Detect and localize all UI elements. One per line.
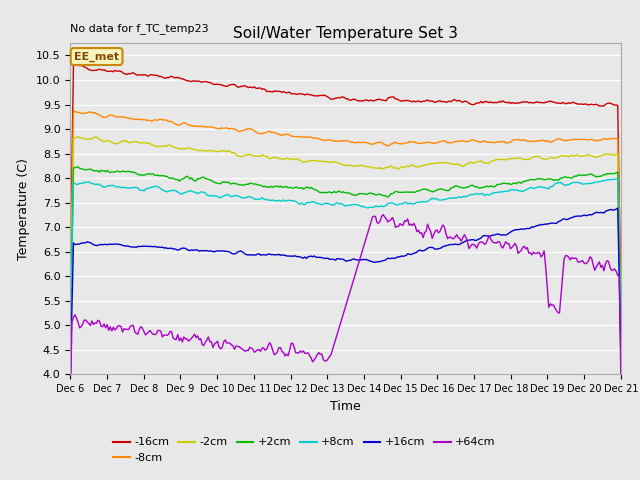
+64cm	[307, 355, 315, 360]
+8cm	[586, 180, 594, 186]
+2cm	[308, 186, 316, 192]
-2cm	[588, 153, 595, 158]
Legend: -16cm, -8cm, -2cm, +2cm, +8cm, +16cm, +64cm: -16cm, -8cm, -2cm, +2cm, +8cm, +16cm, +6…	[109, 433, 500, 468]
+2cm	[250, 181, 258, 187]
+64cm	[230, 347, 238, 352]
-2cm	[308, 157, 316, 163]
Line: +16cm: +16cm	[70, 208, 621, 373]
+8cm	[617, 332, 625, 338]
-2cm	[250, 153, 258, 158]
+8cm	[249, 195, 257, 201]
-16cm	[260, 86, 268, 92]
-16cm	[308, 92, 316, 98]
+64cm	[67, 403, 74, 408]
Text: EE_met: EE_met	[74, 51, 119, 61]
+8cm	[134, 185, 141, 191]
+2cm	[232, 181, 240, 187]
+64cm	[249, 347, 257, 352]
+8cm	[258, 195, 266, 201]
Text: No data for f_TC_temp23: No data for f_TC_temp23	[70, 24, 209, 34]
-16cm	[617, 288, 625, 294]
Line: -8cm: -8cm	[70, 111, 621, 312]
-2cm	[74, 134, 82, 140]
+8cm	[67, 334, 74, 340]
X-axis label: Time: Time	[330, 400, 361, 413]
-2cm	[136, 140, 143, 145]
Line: +8cm: +8cm	[70, 179, 621, 337]
+64cm	[134, 331, 141, 337]
-8cm	[260, 130, 268, 136]
Y-axis label: Temperature (C): Temperature (C)	[17, 158, 31, 260]
+8cm	[307, 199, 315, 205]
-16cm	[67, 264, 74, 270]
-16cm	[73, 61, 81, 67]
-8cm	[617, 309, 625, 314]
-8cm	[232, 127, 240, 132]
+16cm	[230, 251, 238, 257]
+16cm	[307, 253, 315, 259]
-8cm	[308, 135, 316, 141]
-2cm	[260, 153, 268, 158]
Title: Soil/Water Temperature Set 3: Soil/Water Temperature Set 3	[233, 25, 458, 41]
-8cm	[588, 136, 595, 142]
+2cm	[67, 327, 74, 333]
+2cm	[588, 171, 595, 177]
+16cm	[617, 349, 625, 355]
+2cm	[617, 328, 625, 334]
+64cm	[258, 345, 266, 351]
-16cm	[136, 72, 143, 78]
-2cm	[232, 152, 240, 157]
-16cm	[250, 84, 258, 90]
+8cm	[230, 192, 238, 198]
-8cm	[250, 128, 258, 133]
+2cm	[136, 172, 143, 178]
+8cm	[614, 176, 621, 182]
Line: +64cm: +64cm	[70, 215, 621, 406]
+2cm	[260, 184, 268, 190]
+16cm	[67, 370, 74, 376]
+64cm	[617, 373, 625, 379]
+64cm	[588, 256, 595, 262]
-16cm	[588, 101, 595, 107]
+64cm	[380, 212, 387, 217]
+16cm	[586, 212, 594, 217]
Line: -2cm: -2cm	[70, 137, 621, 320]
+2cm	[74, 164, 82, 170]
Line: +2cm: +2cm	[70, 167, 621, 331]
Line: -16cm: -16cm	[70, 64, 621, 291]
+16cm	[249, 252, 257, 258]
-16cm	[232, 83, 240, 89]
-8cm	[136, 117, 143, 122]
+16cm	[134, 243, 141, 249]
+16cm	[614, 205, 621, 211]
-2cm	[617, 317, 625, 323]
+16cm	[258, 252, 266, 258]
-2cm	[67, 309, 74, 314]
-8cm	[67, 292, 74, 298]
-8cm	[70, 108, 77, 114]
